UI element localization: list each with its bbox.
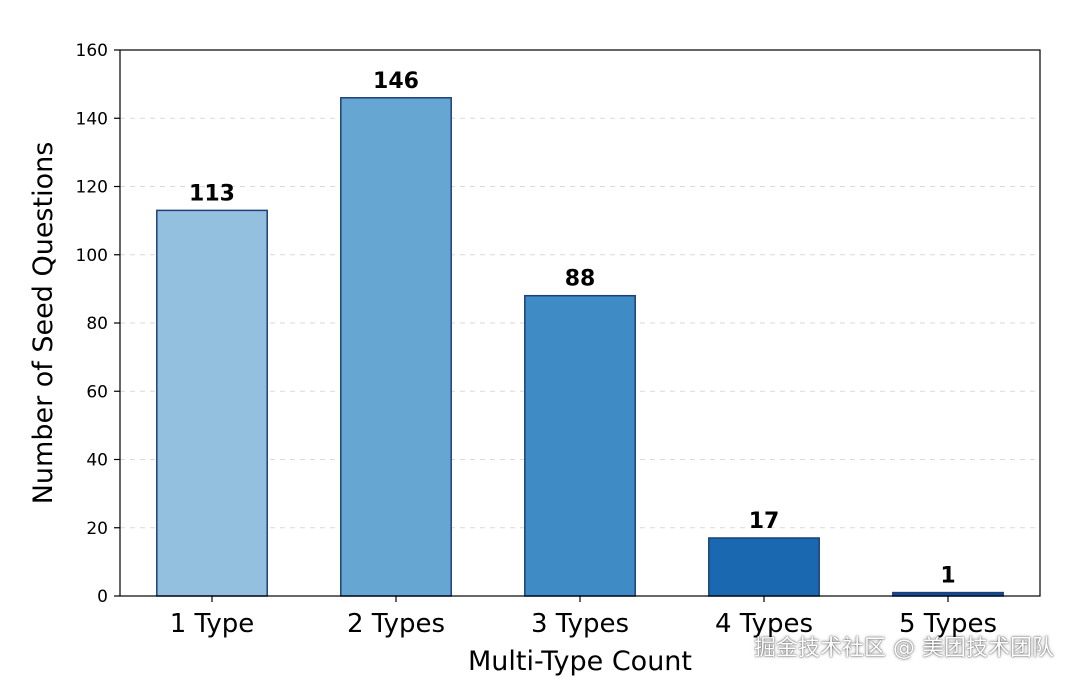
x-tick-label: 3 Types (531, 609, 629, 639)
bar (156, 209, 268, 597)
y-tick-label: 120 (76, 178, 108, 198)
y-tick-label: 40 (86, 451, 108, 471)
data-label: 113 (189, 181, 235, 206)
bar (340, 97, 452, 597)
y-tick-label: 20 (86, 519, 108, 539)
x-tick-label: 4 Types (715, 609, 813, 639)
data-label: 1 (940, 564, 955, 589)
y-axis-ticks: 0 20 40 60 80 100 120 140 160 (76, 41, 120, 607)
y-tick-label: 80 (86, 314, 108, 334)
x-tick-label: 2 Types (347, 609, 445, 639)
data-label: 146 (373, 69, 419, 94)
y-tick-label: 140 (76, 109, 108, 129)
bar (524, 294, 636, 597)
data-label: 88 (565, 267, 596, 292)
x-axis-ticks: 1 Type 2 Types 3 Types 4 Types 5 Types (170, 596, 997, 639)
data-label: 17 (749, 509, 780, 534)
bars (156, 97, 1004, 597)
x-tick-label: 1 Type (170, 609, 255, 639)
x-axis-title: Multi-Type Count (468, 646, 692, 677)
watermark: 掘金技术社区 @ 美团技术团队 (754, 636, 1054, 661)
y-tick-label: 60 (86, 382, 108, 402)
y-tick-label: 0 (97, 587, 108, 607)
y-tick-label: 160 (76, 41, 108, 61)
plot-frame (119, 49, 1041, 597)
y-tick-label: 100 (76, 246, 108, 266)
y-axis-title: Number of Seed Questions (28, 142, 59, 505)
data-labels: 113 146 88 17 1 (189, 69, 956, 589)
bar (708, 537, 820, 597)
x-tick-label: 5 Types (899, 609, 997, 639)
